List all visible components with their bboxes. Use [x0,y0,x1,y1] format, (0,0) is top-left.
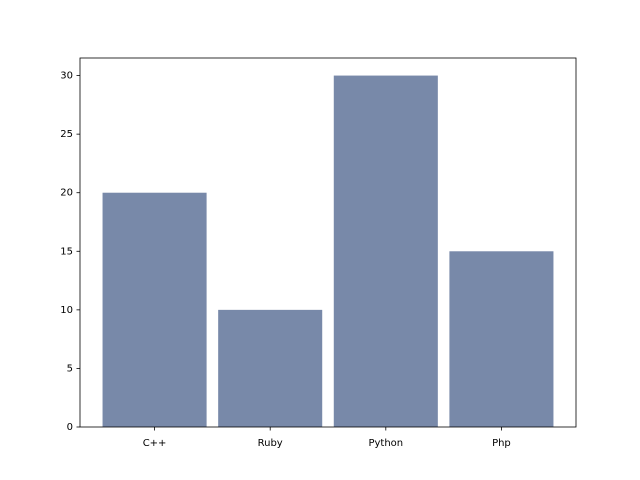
bar [449,251,554,427]
bar [218,309,323,427]
x-tick-label: Php [492,438,511,449]
plot-frame [79,57,577,428]
y-tick-label: 0 [67,422,73,433]
y-tick-label: 25 [60,129,73,140]
bar [102,192,207,427]
x-tick-label: Python [368,438,403,449]
y-tick-label: 30 [60,71,73,82]
x-tick-label: Ruby [258,438,283,449]
x-tick-label: C++ [143,438,167,449]
y-tick-label: 15 [60,246,73,257]
bar [333,75,438,428]
y-tick-label: 5 [67,363,73,374]
y-tick-label: 10 [60,305,73,316]
y-tick-label: 20 [60,188,73,199]
